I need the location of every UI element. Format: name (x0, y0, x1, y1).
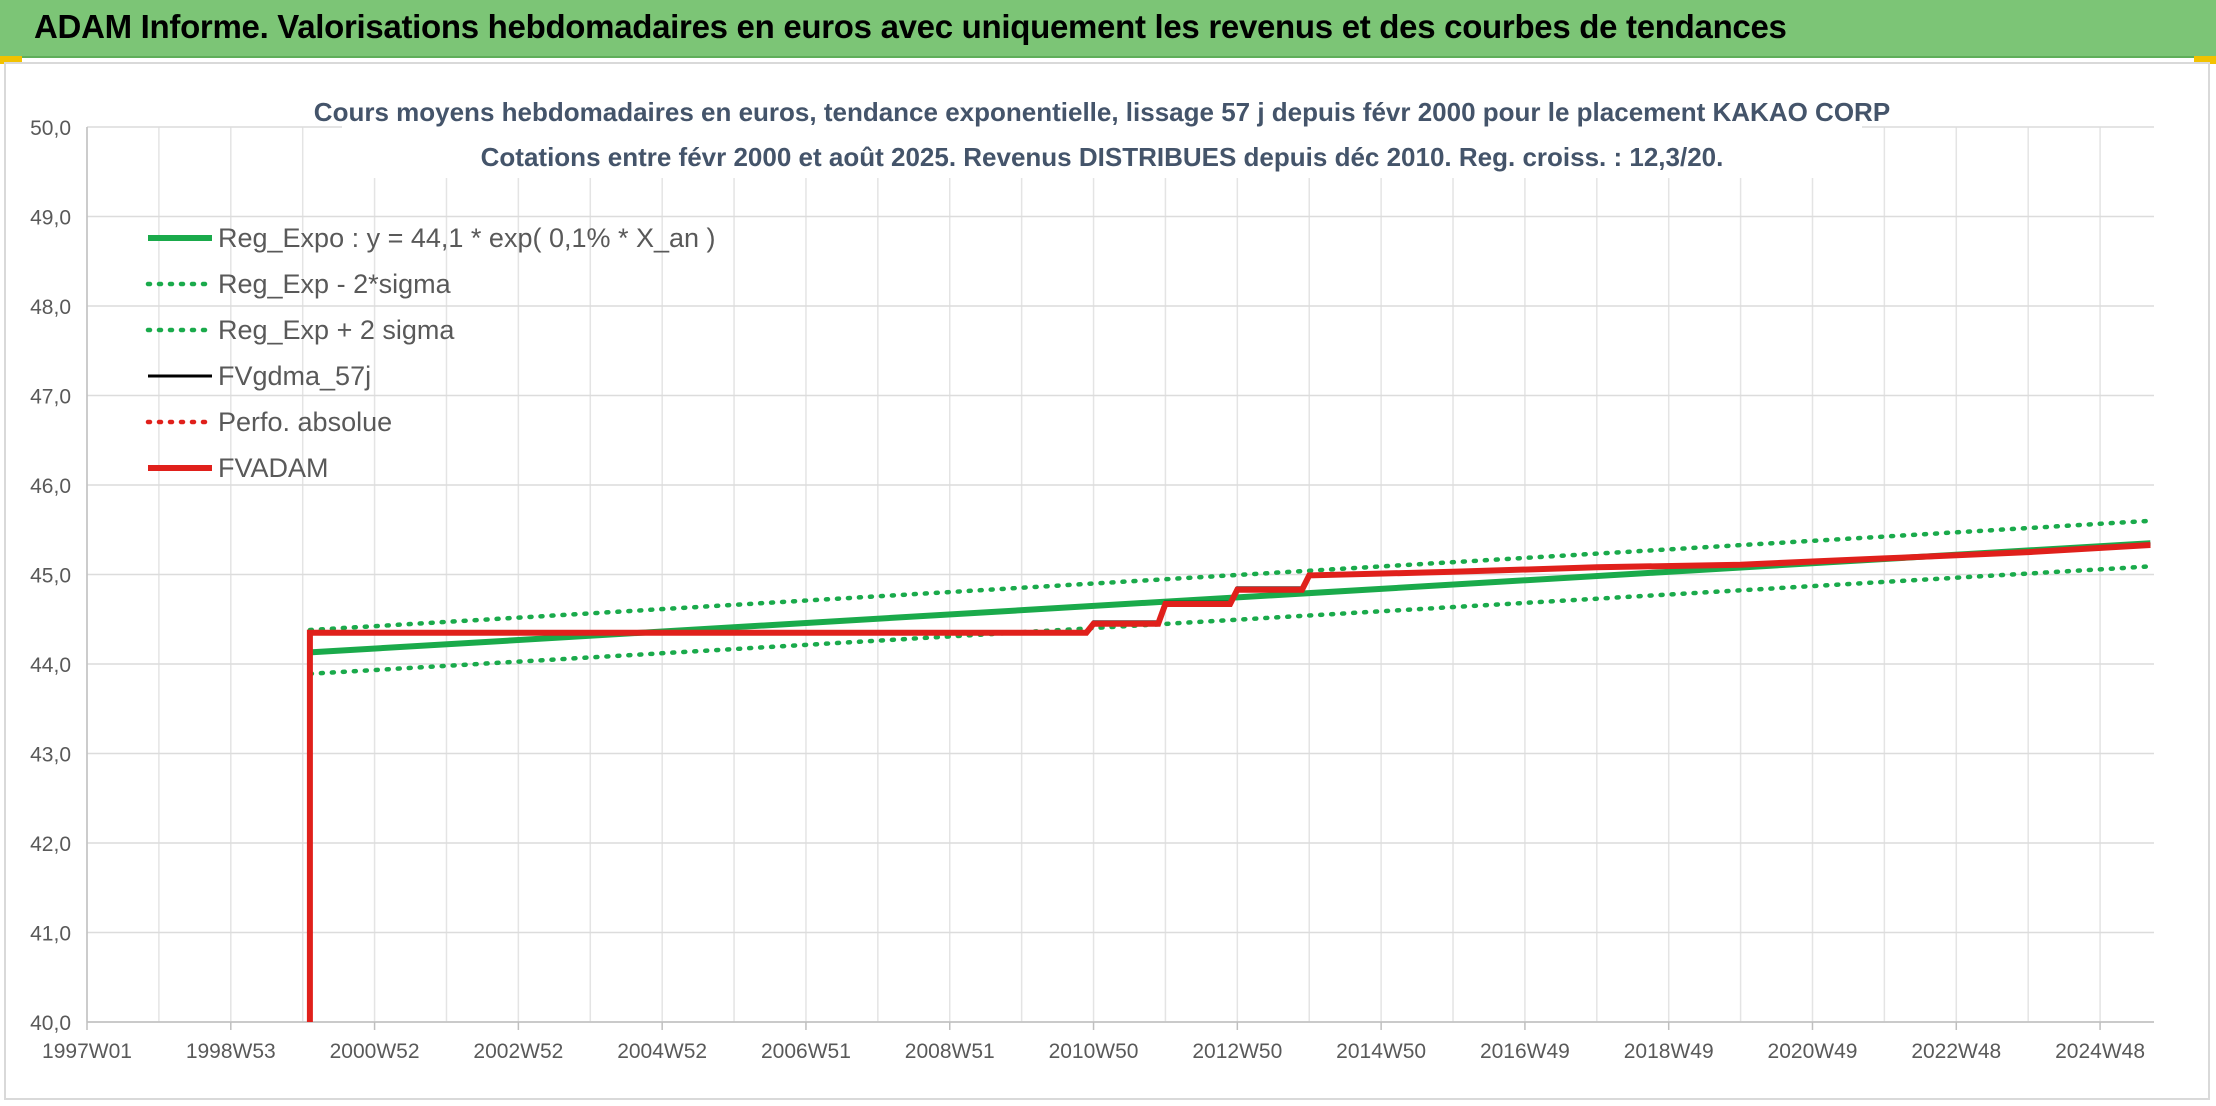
chart-subtitle: Cotations entre févr 2000 et août 2025. … (481, 142, 1724, 172)
x-tick-label: 2010W50 (1049, 1040, 1139, 1063)
y-tick-label: 45,0 (30, 565, 71, 588)
header-bar: ADAM Informe. Valorisations hebdomadaire… (0, 0, 2216, 58)
legend-label-1: Reg_Expo : y = 44,1 * exp( 0,1% * X_an ) (218, 223, 716, 253)
x-tick-label: 2000W52 (330, 1040, 420, 1063)
x-tick-label: 2002W52 (473, 1040, 563, 1063)
x-tick-label: 2004W52 (617, 1040, 707, 1063)
y-tick-label: 42,0 (30, 833, 71, 856)
x-tick-label: 2008W51 (905, 1040, 995, 1063)
corner-marker-left (0, 56, 22, 64)
y-tick-label: 46,0 (30, 475, 71, 498)
series-line-6 (306, 542, 2151, 1022)
series-line-2 (307, 564, 2153, 677)
title-background (342, 88, 1862, 178)
y-tick-label: 47,0 (30, 386, 71, 409)
chart-titles: Cours moyens hebdomadaires en euros, ten… (314, 88, 1890, 178)
x-tick-label: 2024W48 (2055, 1040, 2145, 1063)
corner-marker-right (2194, 56, 2216, 64)
x-tick-label: 2020W49 (1768, 1040, 1858, 1063)
x-tick-label: 2018W49 (1624, 1040, 1714, 1063)
legend-label-6: FVADAM (218, 453, 329, 483)
y-tick-label: 43,0 (30, 744, 71, 767)
y-tick-label: 44,0 (30, 654, 71, 677)
legend-label-2: Reg_Exp - 2*sigma (218, 269, 452, 299)
line-chart: 40,0 41,0 42,0 43,0 44,0 45,0 46,0 47,0 48,0 49,0… (30, 88, 2154, 1063)
x-tick-label: 1997W01 (42, 1040, 132, 1063)
series-lines (306, 518, 2153, 1022)
legend-label-5: Perfo. absolue (218, 407, 392, 437)
y-tick-label: 41,0 (30, 923, 71, 946)
legend-label-3: Reg_Exp + 2 sigma (218, 315, 455, 345)
x-tick-label: 2006W51 (761, 1040, 851, 1063)
y-tick-label: 48,0 (30, 296, 71, 319)
x-tick-label: 2022W48 (1911, 1040, 2001, 1063)
axes: 40,0 41,0 42,0 43,0 44,0 45,0 46,0 47,0 48,0 49,0… (30, 117, 2154, 1063)
x-tick-label: 2014W50 (1336, 1040, 1426, 1063)
y-tick-label: 49,0 (30, 207, 71, 230)
chart-frame: 40,0 41,0 42,0 43,0 44,0 45,0 46,0 47,0 48,0 49,0… (4, 62, 2210, 1100)
legend-label-4: FVgdma_57j (218, 361, 371, 391)
x-tick-label: 2016W49 (1480, 1040, 1570, 1063)
y-tick-label: 50,0 (30, 117, 71, 140)
series-line-3 (307, 518, 2153, 633)
y-tick-label: 40,0 (30, 1012, 71, 1035)
legend: Reg_Expo : y = 44,1 * exp( 0,1% * X_an )… (145, 223, 716, 483)
x-tick-label: 2012W50 (1192, 1040, 1282, 1063)
x-tick-label: 1998W53 (186, 1040, 276, 1063)
grid-lines (86, 126, 2154, 1023)
chart-title: Cours moyens hebdomadaires en euros, ten… (314, 97, 1890, 127)
page-title: ADAM Informe. Valorisations hebdomadaire… (34, 8, 1787, 45)
